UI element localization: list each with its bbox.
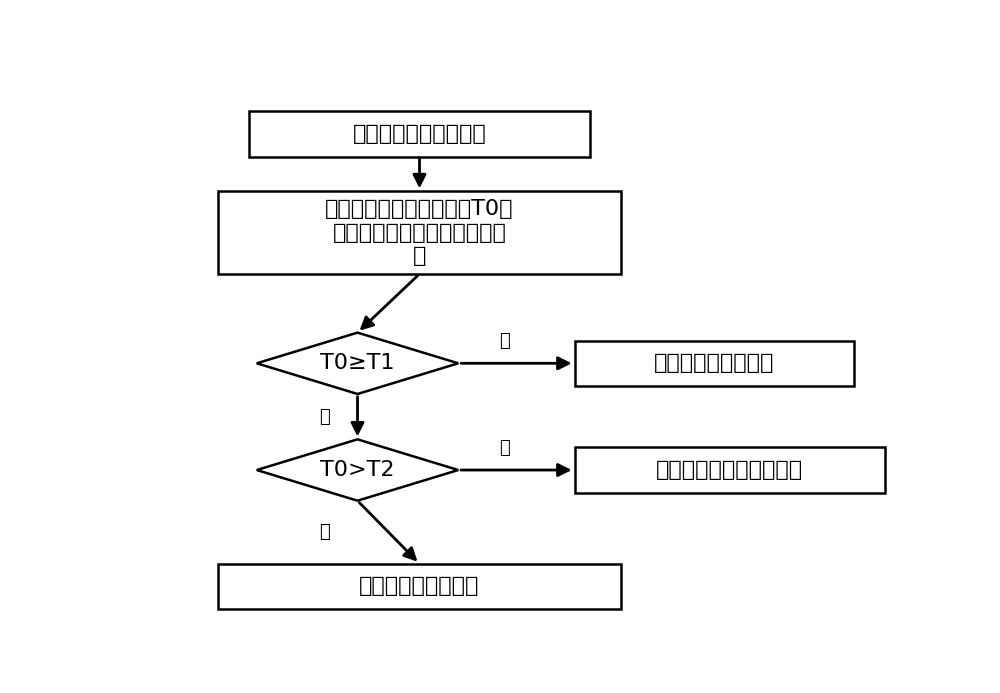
Text: T0≥T1: T0≥T1: [320, 353, 395, 374]
Text: 是: 是: [320, 407, 330, 426]
Text: 调整为第一送风方式: 调整为第一送风方式: [654, 353, 774, 374]
FancyBboxPatch shape: [249, 111, 590, 157]
FancyBboxPatch shape: [574, 341, 854, 386]
Text: 调整为第二送风方式: 调整为第二送风方式: [359, 577, 480, 597]
FancyBboxPatch shape: [574, 448, 885, 493]
Text: 检测并记录室外环境温度T0、
空调设备室内机当前的送风方
式: 检测并记录室外环境温度T0、 空调设备室内机当前的送风方 式: [325, 200, 514, 266]
Text: T0>T2: T0>T2: [320, 460, 395, 480]
Polygon shape: [257, 439, 458, 501]
Text: 空调设备处于待机状态: 空调设备处于待机状态: [353, 124, 486, 144]
Text: 维持当前的送风方式不变: 维持当前的送风方式不变: [656, 460, 803, 480]
Text: 否: 否: [499, 332, 510, 350]
FancyBboxPatch shape: [218, 191, 621, 274]
Polygon shape: [257, 333, 458, 394]
Text: 否: 否: [499, 439, 510, 457]
FancyBboxPatch shape: [218, 563, 621, 609]
Text: 是: 是: [320, 523, 330, 541]
